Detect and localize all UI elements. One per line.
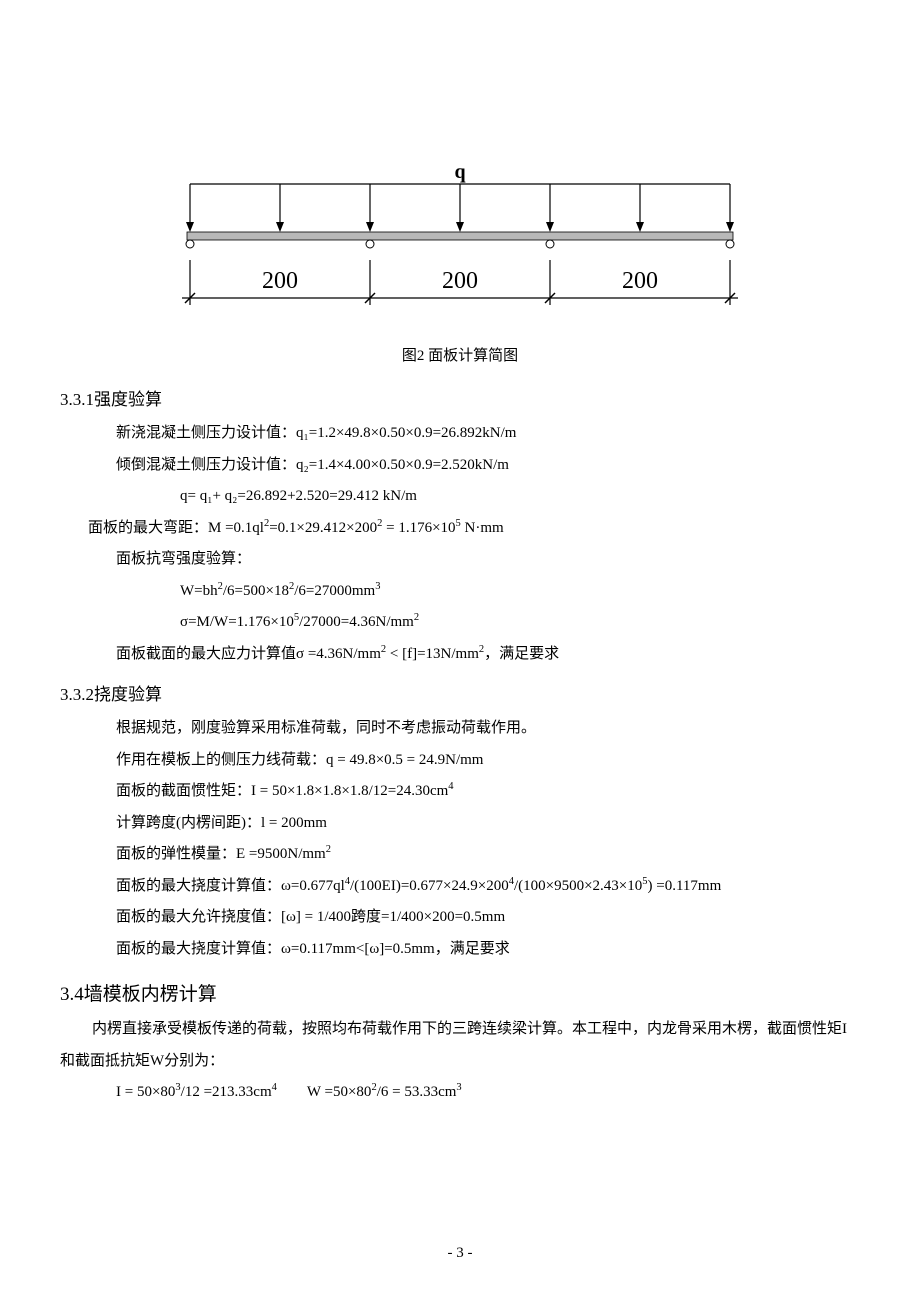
s332-line6: 面板的最大挠度计算值：ω=0.677ql4/(100EI)=0.677×24.9… — [60, 871, 860, 903]
s332-line2: 作用在模板上的侧压力线荷载：q = 49.8×0.5 = 24.9N/mm — [60, 745, 860, 777]
s332-line8: 面板的最大挠度计算值：ω=0.117mm<[ω]=0.5mm，满足要求 — [60, 934, 860, 966]
page-number: - 3 - — [0, 1245, 920, 1262]
page: q — [0, 0, 920, 1302]
s332-line7: 面板的最大允许挠度值：[ω] = 1/400跨度=1/400×200=0.5mm — [60, 902, 860, 934]
supports — [186, 240, 734, 248]
s331-line4: 面板的最大弯距：M =0.1ql2=0.1×29.412×2002 = 1.17… — [60, 513, 860, 545]
s331-line5: 面板抗弯强度验算： — [60, 544, 860, 576]
s331-line8: 面板截面的最大应力计算值σ =4.36N/mm2 < [f]=13N/mm2，满… — [60, 639, 860, 671]
q-label: q — [454, 161, 465, 183]
s332-line4: 计算跨度(内楞间距)：l = 200mm — [60, 808, 860, 840]
s332-line3: 面板的截面惯性矩：I = 50×1.8×1.8×1.8/12=24.30cm4 — [60, 776, 860, 808]
s331-line7: σ=M/W=1.176×105/27000=4.36N/mm2 — [60, 607, 860, 639]
figure-caption: 图2 面板计算简图 — [60, 344, 860, 365]
beam-diagram-svg: q — [170, 160, 750, 320]
s331-line3: q= q₁+ q₂=26.892+2.520=29.412 kN/m — [60, 481, 860, 513]
heading-3-3-2: 3.3.2挠度验算 — [60, 680, 860, 705]
s331-line1: 新浇混凝土侧压力设计值：q₁=1.2×49.8×0.50×0.9=26.892k… — [60, 418, 860, 450]
span-label-2: 200 — [442, 268, 478, 294]
s34-line1: I = 50×803/12 =213.33cm4 W =50×802/6 = 5… — [60, 1077, 860, 1109]
heading-3-3-1: 3.3.1强度验算 — [60, 385, 860, 410]
load-arrows — [186, 184, 734, 232]
span-label-3: 200 — [622, 268, 658, 294]
s34-para1: 内楞直接承受模板传递的荷载，按照均布荷载作用下的三跨连续梁计算。本工程中，内龙骨… — [60, 1014, 860, 1077]
span-label-1: 200 — [262, 268, 298, 294]
s331-line2: 倾倒混凝土侧压力设计值：q₂=1.4×4.00×0.50×0.9=2.520kN… — [60, 450, 860, 482]
s331-line6: W=bh2/6=500×182/6=27000mm3 — [60, 576, 860, 608]
heading-3-4: 3.4墙模板内楞计算 — [60, 979, 860, 1006]
s332-line5: 面板的弹性模量：E =9500N/mm2 — [60, 839, 860, 871]
figure-panel-diagram: q — [170, 160, 750, 320]
beam-rect — [187, 232, 733, 240]
s332-line1: 根据规范，刚度验算采用标准荷载，同时不考虑振动荷载作用。 — [60, 713, 860, 745]
